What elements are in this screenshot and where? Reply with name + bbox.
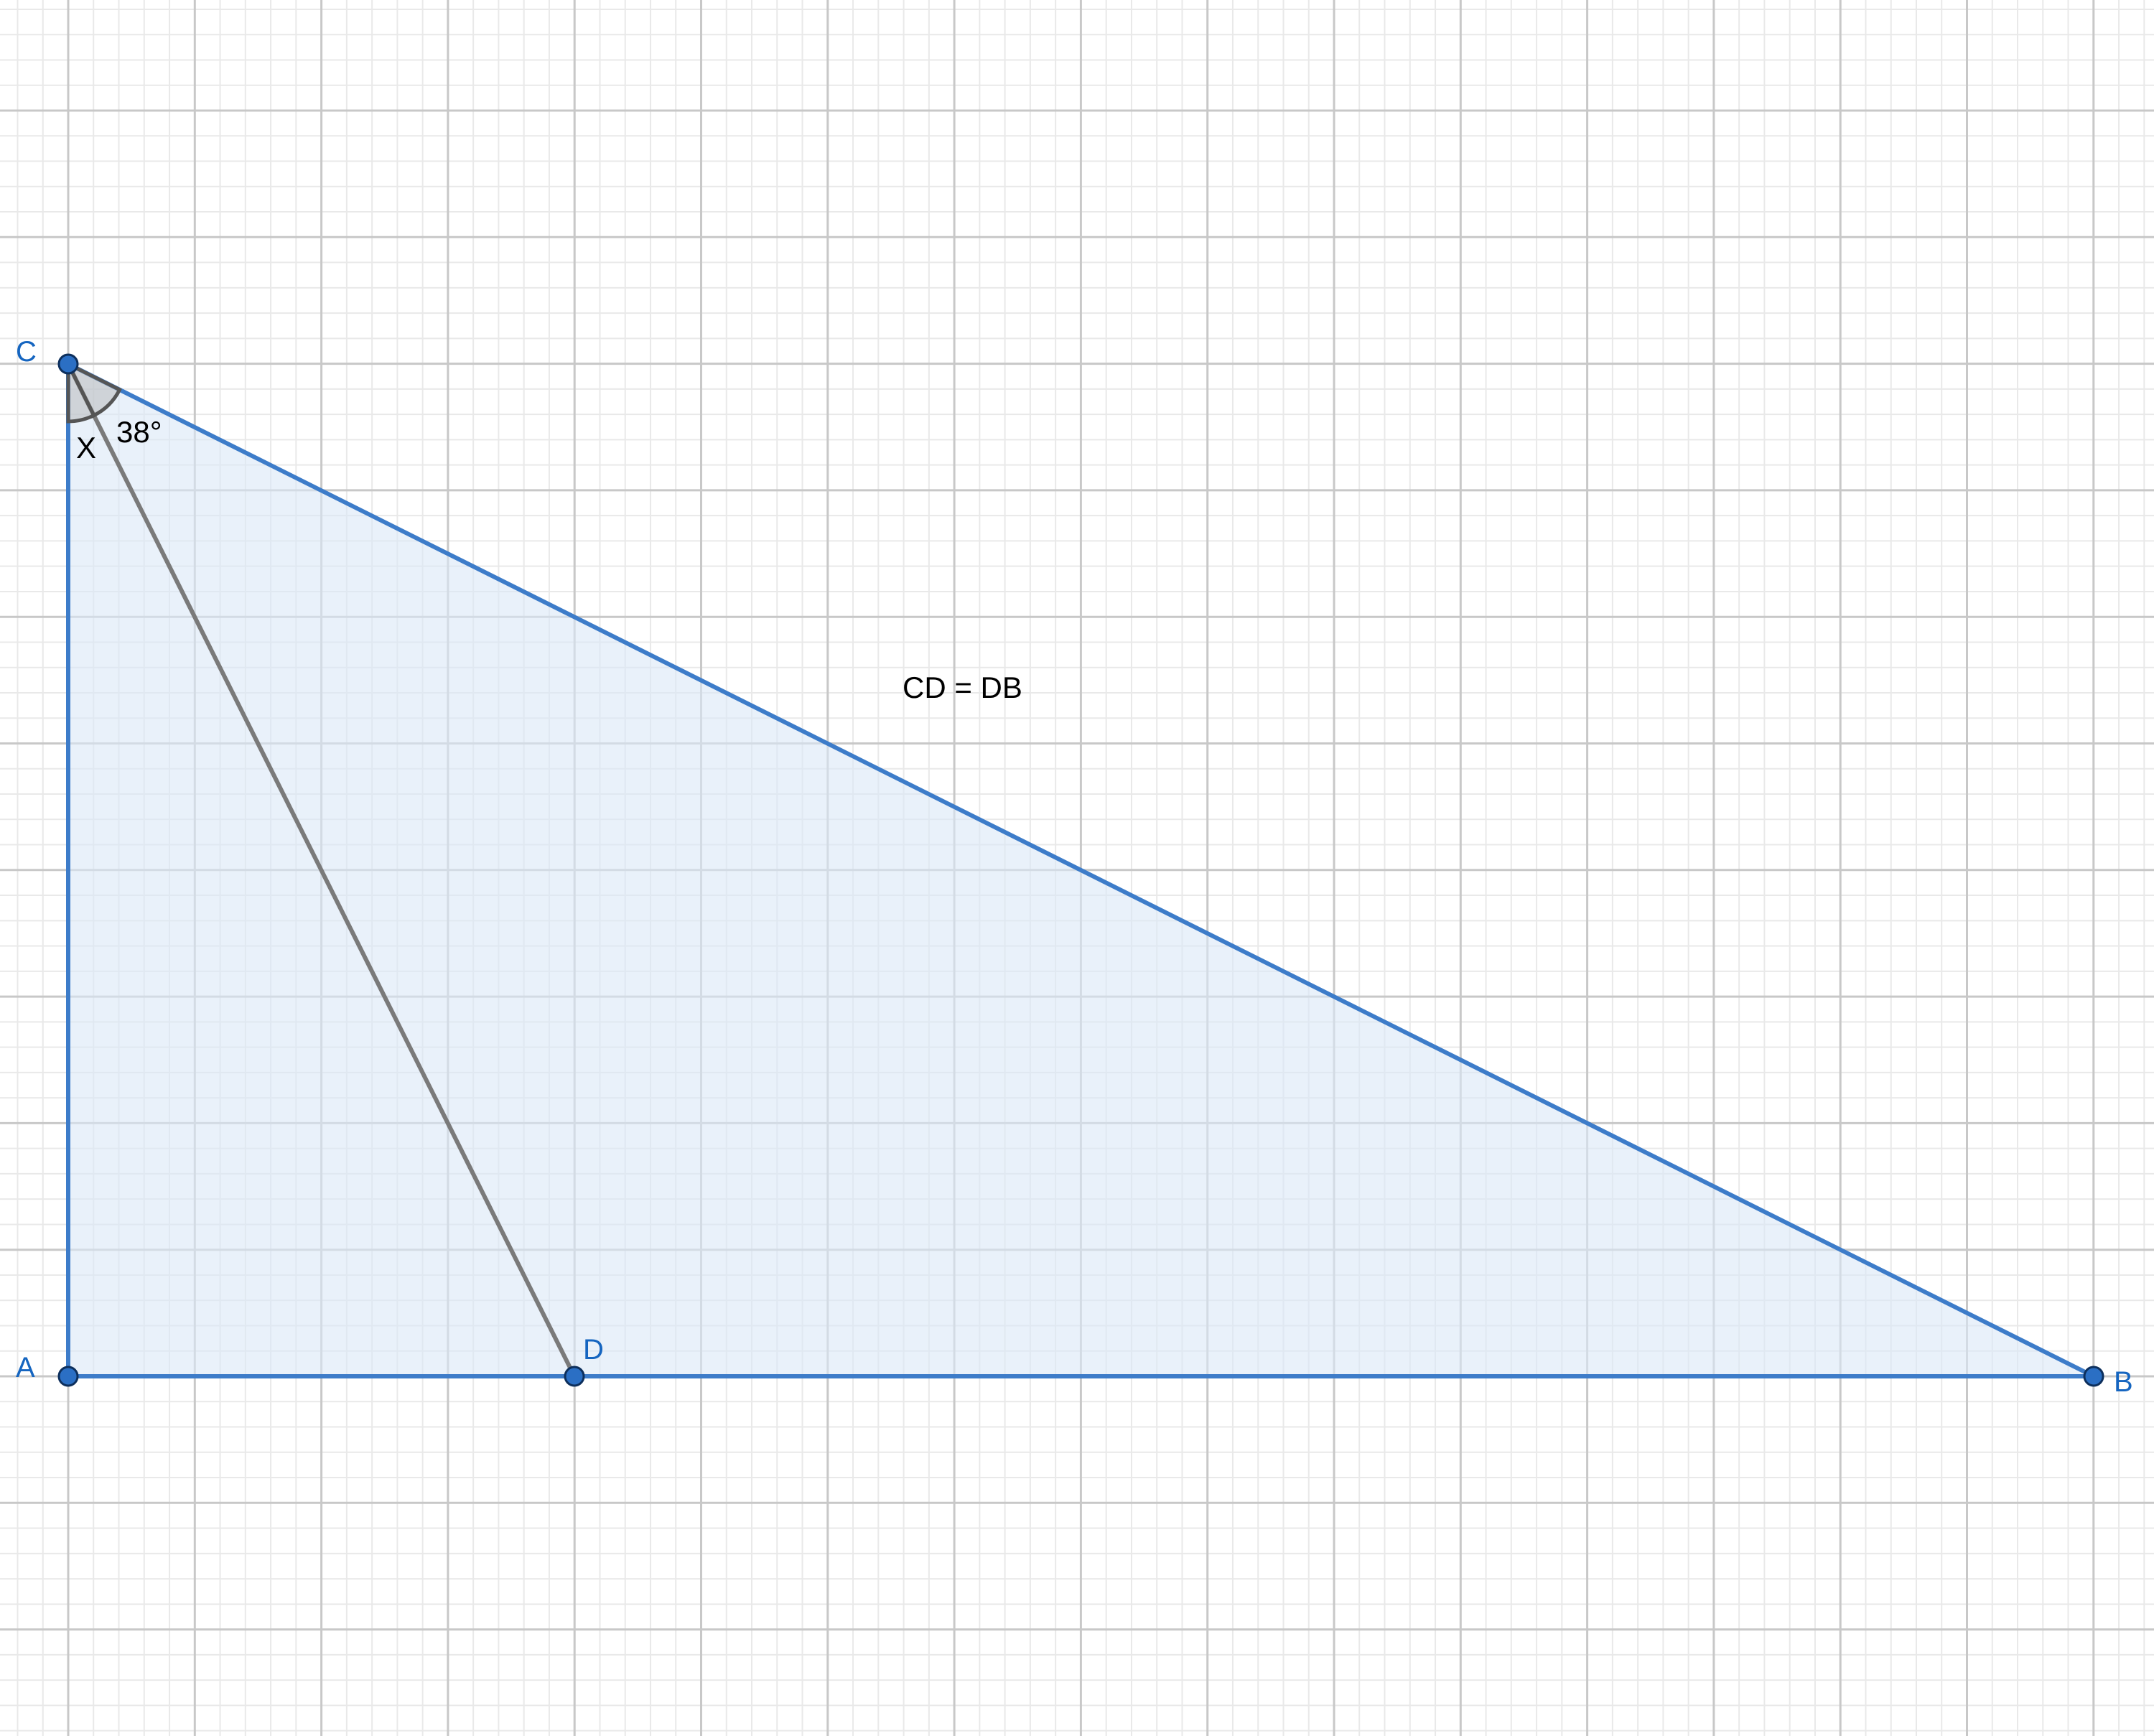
point-label-c: C xyxy=(16,336,37,368)
point-b[interactable] xyxy=(2083,1366,2104,1387)
point-label-d: D xyxy=(583,1334,604,1366)
angle-x-label: X xyxy=(76,431,96,465)
equal-sides-annotation: CD = DB xyxy=(903,671,1022,704)
angle-38-arc xyxy=(64,360,122,418)
point-a[interactable] xyxy=(57,1366,79,1387)
triangle-abc xyxy=(66,360,2095,1378)
angle-38-label: 38° xyxy=(116,415,162,449)
point-label-b: B xyxy=(2114,1366,2133,1398)
point-d[interactable] xyxy=(564,1366,585,1387)
point-label-a: A xyxy=(16,1352,35,1383)
segment-cd xyxy=(66,363,577,1378)
point-c[interactable] xyxy=(57,353,79,375)
